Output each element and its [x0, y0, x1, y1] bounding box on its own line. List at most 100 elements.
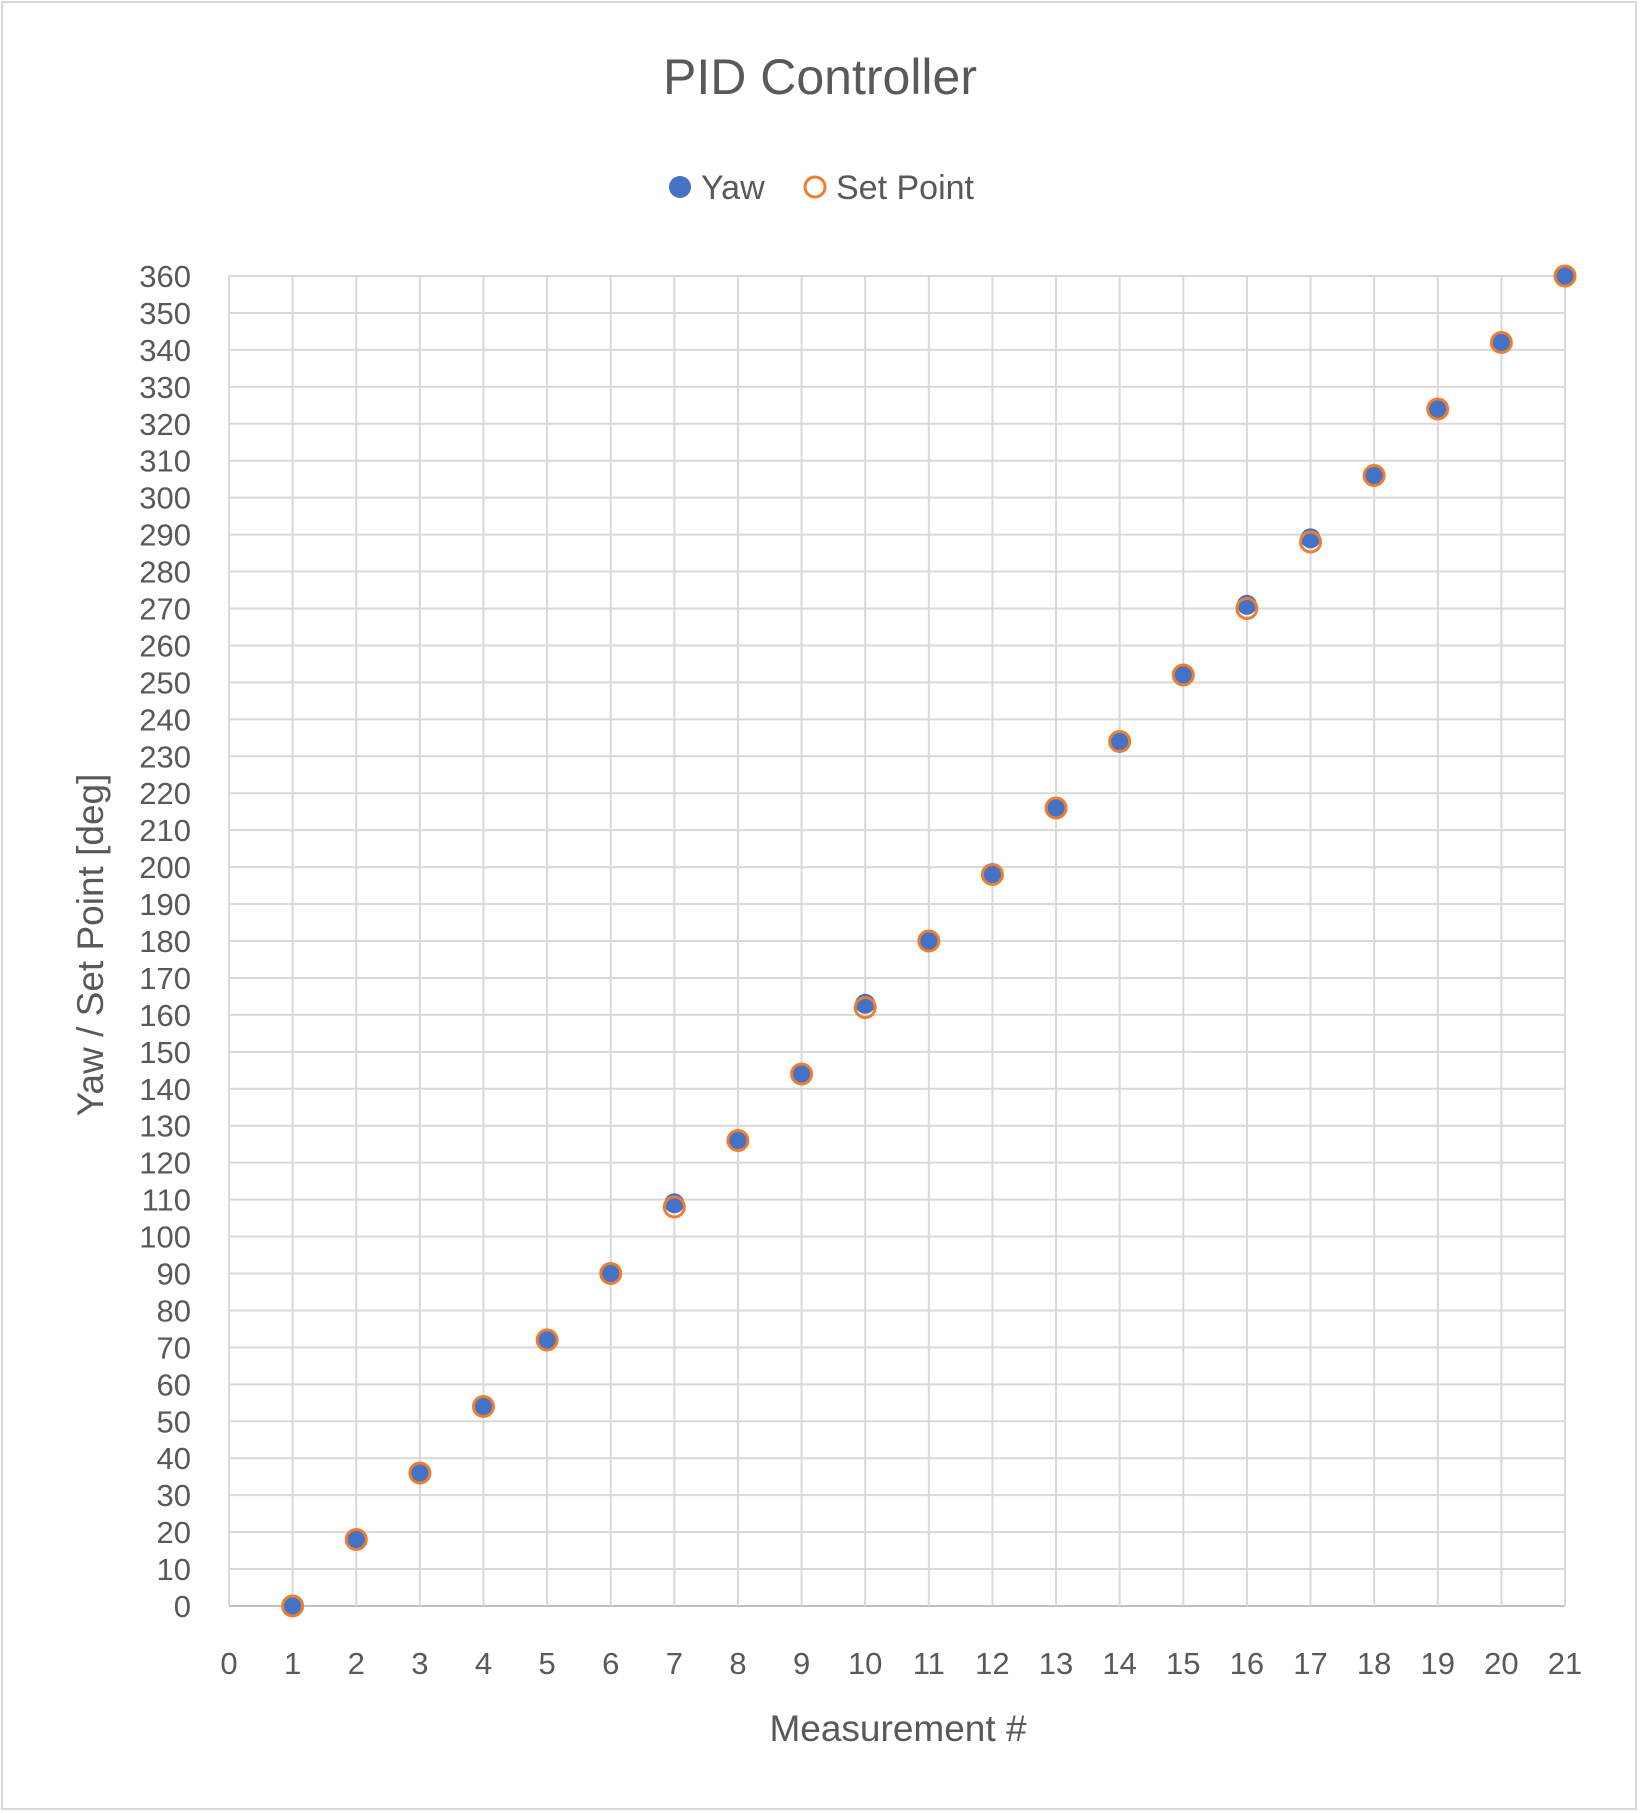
y-tick-label: 30: [157, 1478, 191, 1513]
point-set-point: [1171, 663, 1195, 687]
y-tick-label: 200: [139, 850, 191, 885]
x-tick-label: 14: [1102, 1646, 1136, 1681]
y-tick-label: 120: [139, 1146, 191, 1181]
point-yaw: [1109, 731, 1130, 752]
legend: Yaw Set Point: [669, 169, 975, 207]
y-tick-label: 0: [174, 1589, 191, 1624]
point-set-point: [1489, 331, 1513, 354]
y-tick-label: 310: [139, 444, 191, 479]
y-axis-ticks: 0102030405060708090100110120130140150160…: [139, 259, 191, 1624]
x-tick-label: 13: [1039, 1646, 1073, 1681]
y-tick-label: 330: [139, 370, 191, 405]
y-tick-label: 40: [157, 1441, 191, 1476]
point-set-point: [726, 1129, 750, 1152]
x-tick-label: 16: [1230, 1646, 1264, 1681]
point-yaw: [1173, 665, 1194, 685]
point-yaw: [473, 1396, 494, 1417]
x-tick-label: 3: [411, 1646, 428, 1681]
y-tick-label: 10: [157, 1552, 191, 1587]
y-tick-label: 70: [157, 1330, 191, 1365]
x-tick-label: 20: [1484, 1646, 1518, 1681]
point-yaw: [1046, 798, 1067, 818]
x-tick-label: 4: [475, 1646, 492, 1681]
point-yaw: [537, 1330, 558, 1350]
y-tick-label: 260: [139, 628, 191, 663]
y-tick-label: 220: [139, 776, 191, 811]
x-tick-label: 9: [793, 1646, 810, 1681]
x-tick-label: 2: [348, 1646, 365, 1681]
point-set-point: [1426, 397, 1450, 421]
y-tick-label: 230: [139, 739, 191, 774]
y-tick-label: 290: [139, 518, 191, 553]
point-set-point: [1553, 264, 1577, 288]
point-yaw: [1491, 332, 1512, 353]
x-tick-label: 12: [975, 1646, 1009, 1681]
legend-label-set-point: Set Point: [836, 169, 975, 207]
point-yaw: [600, 1263, 621, 1284]
x-tick-label: 17: [1293, 1646, 1327, 1681]
data-points: [281, 264, 1577, 1618]
legend-marker-yaw: [669, 176, 691, 198]
x-tick-label: 7: [666, 1646, 683, 1681]
point-set-point: [1108, 730, 1132, 753]
y-tick-label: 160: [139, 998, 191, 1033]
point-set-point: [281, 1594, 305, 1618]
y-tick-label: 110: [142, 1183, 191, 1218]
y-tick-label: 360: [139, 259, 191, 294]
x-tick-label: 19: [1421, 1646, 1455, 1681]
y-tick-label: 300: [139, 481, 191, 516]
y-tick-label: 190: [139, 887, 191, 922]
point-set-point: [853, 996, 877, 1019]
point-set-point: [662, 1195, 686, 1219]
point-yaw: [409, 1463, 430, 1483]
point-set-point: [1299, 530, 1323, 554]
point-set-point: [1235, 597, 1259, 620]
point-yaw: [282, 1596, 303, 1616]
y-tick-label: 150: [139, 1035, 191, 1070]
x-tick-label: 10: [848, 1646, 882, 1681]
y-tick-label: 90: [157, 1257, 191, 1292]
x-axis-ticks: 0 1 2 3 4 5 6 7 8 9 10 11 12 13 14 15 16 17 18 19 20 21: [220, 1646, 1582, 1681]
x-axis-title: Measurement #: [769, 1708, 1026, 1749]
point-set-point: [980, 863, 1004, 886]
y-tick-label: 180: [139, 924, 191, 959]
y-tick-label: 140: [139, 1072, 191, 1107]
legend-item-set-point: Set Point: [803, 169, 975, 207]
point-yaw: [982, 864, 1003, 885]
y-tick-label: 60: [157, 1367, 191, 1402]
point-yaw: [918, 931, 939, 951]
legend-item-yaw: Yaw: [669, 169, 765, 207]
point-yaw: [1427, 399, 1448, 419]
y-tick-label: 130: [139, 1109, 191, 1144]
point-yaw: [1364, 465, 1385, 486]
point-yaw: [1555, 266, 1575, 286]
point-set-point: [344, 1528, 368, 1551]
point-set-point: [917, 929, 941, 953]
x-tick-label: 5: [538, 1646, 555, 1681]
y-tick-label: 340: [139, 333, 191, 368]
y-tick-label: 210: [139, 813, 191, 848]
x-tick-label: 15: [1166, 1646, 1200, 1681]
y-tick-label: 80: [157, 1293, 191, 1328]
gridlines: [228, 275, 1566, 1607]
y-tick-label: 350: [139, 296, 191, 331]
point-yaw: [727, 1130, 748, 1151]
x-tick-label: 18: [1357, 1646, 1391, 1681]
point-set-point: [1362, 464, 1386, 487]
point-set-point: [535, 1328, 559, 1352]
legend-marker-set-point: [803, 175, 827, 199]
point-set-point: [599, 1262, 623, 1285]
x-tick-label: 0: [220, 1646, 237, 1681]
y-tick-label: 50: [157, 1404, 191, 1439]
point-yaw: [791, 1064, 812, 1084]
y-axis-title: Yaw / Set Point [deg]: [70, 774, 111, 1117]
x-tick-label: 21: [1548, 1646, 1582, 1681]
y-tick-label: 100: [139, 1220, 191, 1255]
legend-label-yaw: Yaw: [701, 169, 765, 207]
point-set-point: [408, 1461, 432, 1485]
x-tick-label: 11: [913, 1646, 945, 1681]
y-tick-label: 20: [157, 1515, 191, 1550]
y-tick-label: 240: [139, 702, 191, 737]
